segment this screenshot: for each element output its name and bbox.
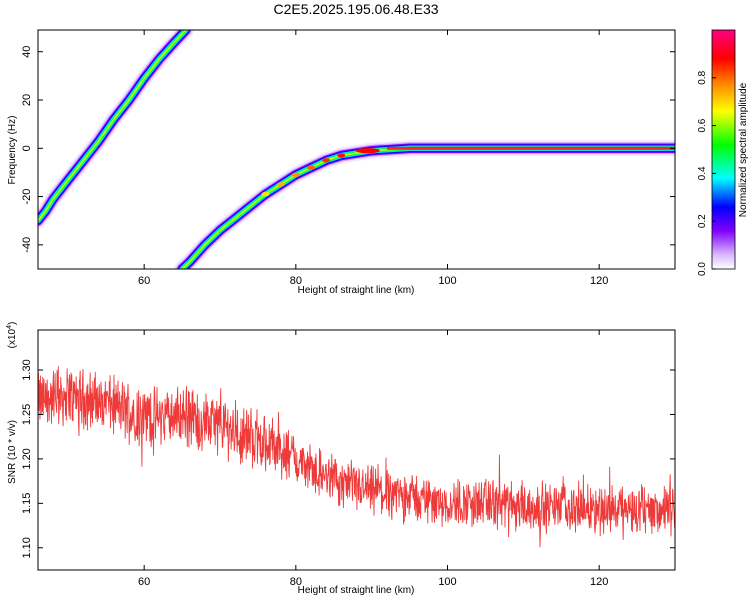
colorbar-tick-label: 0.6 [697, 118, 708, 132]
colorbar-label: Normalized spectral amplitude [738, 82, 749, 217]
y-tick-label: 1.15 [21, 493, 33, 514]
colorbar-tick-label: 0.0 [697, 262, 708, 276]
spectral-hotspot [261, 191, 270, 197]
y-tick-label: 1.20 [21, 448, 33, 469]
y-tick-label: -40 [21, 237, 33, 253]
spectrogram-y-axis: -40 -20 0 20 40 [21, 46, 675, 253]
x-tick-label: 60 [138, 275, 150, 287]
spectral-zero-line [386, 146, 675, 150]
spectral-hotspot [307, 165, 315, 170]
y-tick-label: -20 [21, 189, 33, 205]
snr-y-label: SNR (10 * v/v) [7, 420, 18, 484]
snr-series-line [38, 366, 675, 548]
snr-multiplier-exp: 4 [6, 325, 13, 329]
snr-frame [37, 329, 676, 571]
snr-multiplier: (x104) [6, 322, 18, 349]
spectrogram-panel: 60 80 100 120 -40 -20 0 20 40 Height of straigh… [7, 29, 676, 296]
spectral-track-0-band-6 [38, 30, 187, 222]
colorbar-tick-label: 0.2 [697, 214, 708, 228]
colorbar-tick-label: 0.8 [697, 70, 708, 84]
x-tick-label: 100 [438, 576, 456, 588]
y-tick-label: 40 [21, 46, 33, 58]
y-tick-label: 1.10 [21, 537, 33, 558]
spectral-hotspot [276, 182, 285, 187]
spectrogram-frame [37, 29, 676, 270]
y-tick-label: 1.25 [21, 404, 33, 425]
spectral-hotspot [322, 158, 331, 163]
colorbar-tick-label: 0.4 [697, 166, 708, 180]
snr-y-axis: 1.10 1.15 1.20 1.25 1.30 [21, 359, 675, 558]
x-tick-label: 80 [290, 576, 302, 588]
spectrogram-x-axis: 60 80 100 120 [138, 30, 608, 287]
spectral-peak [355, 148, 380, 154]
x-tick-label: 80 [290, 275, 302, 287]
y-tick-label: 20 [21, 94, 33, 106]
snr-panel: 60 80 100 120 1.10 1.15 1.20 1.25 1.30 Height o… [6, 322, 676, 596]
y-tick-label: 1.30 [21, 359, 33, 380]
x-tick-label: 60 [138, 576, 150, 588]
snr-x-axis: 60 80 100 120 [138, 330, 608, 588]
x-tick-label: 100 [438, 275, 456, 287]
spectrogram-tracks [38, 30, 675, 269]
figure-title: C2E5.2025.195.06.48.E33 [273, 1, 438, 17]
spectral-track-1-band-1 [176, 142, 675, 269]
spectrogram-y-label: Frequency (Hz) [7, 116, 18, 185]
snr-x-label: Height of straight line (km) [298, 585, 415, 596]
colorbar-gradient [711, 29, 736, 270]
spectral-hotspot [337, 153, 346, 158]
spectral-hotspot [291, 172, 300, 178]
svg-text:(x104): (x104) [6, 322, 18, 349]
snr-multiplier-base: (x10 [7, 328, 18, 348]
colorbar: 0.0 0.2 0.4 0.6 0.8 Normalized spectral ampl… [697, 29, 749, 276]
y-tick-label: 0 [21, 145, 33, 151]
snr-multiplier-close: ) [7, 322, 18, 325]
x-tick-label: 120 [590, 576, 608, 588]
spectrogram-x-label: Height of straight line (km) [298, 285, 415, 296]
x-tick-label: 120 [590, 275, 608, 287]
colorbar-axis: 0.0 0.2 0.4 0.6 0.8 [697, 70, 716, 276]
